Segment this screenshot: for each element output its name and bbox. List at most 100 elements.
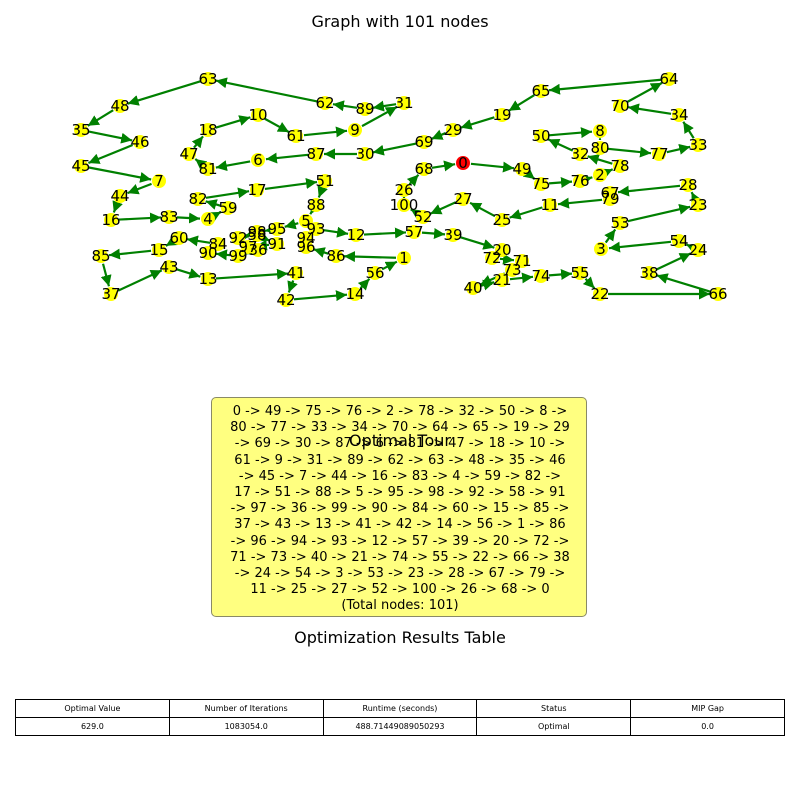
node-label: 41 xyxy=(286,264,305,282)
graph-node xyxy=(201,72,215,86)
tour-edge xyxy=(357,278,371,291)
graph-node xyxy=(318,96,332,110)
graph-node xyxy=(691,198,705,212)
graph-node xyxy=(613,216,627,230)
graph-node xyxy=(593,124,607,138)
graph-node xyxy=(74,123,88,137)
tour-edge xyxy=(313,247,329,258)
graph-node xyxy=(573,266,587,280)
node-label: 15 xyxy=(149,241,168,259)
node-label: 89 xyxy=(355,100,374,118)
node-label: 14 xyxy=(345,285,364,303)
graph-node xyxy=(515,162,529,176)
graph-node xyxy=(349,228,363,242)
node-label: 22 xyxy=(590,285,609,303)
graph-node xyxy=(672,234,686,248)
graph-node xyxy=(348,287,362,301)
node-label: 44 xyxy=(110,187,129,205)
tour-box xyxy=(211,397,587,617)
graph-node xyxy=(250,225,264,239)
edges-layer xyxy=(87,77,711,302)
node-label: 56 xyxy=(365,264,384,282)
graph-node xyxy=(299,214,313,228)
graph-node xyxy=(289,266,303,280)
tour-edge xyxy=(191,135,204,149)
node-label: 76 xyxy=(570,172,589,190)
tour-edge xyxy=(215,115,251,129)
node-label: 53 xyxy=(610,214,629,232)
graph-node xyxy=(368,266,382,280)
tour-edge xyxy=(264,117,290,134)
tour-edge xyxy=(332,100,358,112)
node-label: 69 xyxy=(414,133,433,151)
node-label: 5 xyxy=(301,212,311,230)
graph-node xyxy=(397,183,411,197)
node-label: 59 xyxy=(218,199,237,217)
graph-title: Graph with 101 nodes xyxy=(311,12,489,31)
tour-edge xyxy=(381,260,398,272)
graph-node xyxy=(358,102,372,116)
node-label: 86 xyxy=(326,247,345,265)
tour-edge xyxy=(176,268,201,279)
graph-node xyxy=(652,147,666,161)
tour-edge xyxy=(522,167,536,180)
node-label: 96 xyxy=(296,238,315,256)
tour-edge xyxy=(361,105,398,128)
node-label: 74 xyxy=(531,267,550,285)
node-label: 17 xyxy=(247,181,266,199)
tour-edge xyxy=(112,200,123,213)
node-label: 33 xyxy=(688,136,707,154)
graph-node xyxy=(358,147,372,161)
node-label: 51 xyxy=(315,172,334,190)
tour-line: 71 -> 73 -> 40 -> 21 -> 74 -> 55 -> 22 -… xyxy=(230,549,570,565)
graph-node xyxy=(613,99,627,113)
nodes-layer xyxy=(74,72,725,307)
graph-node xyxy=(672,108,686,122)
node-label: 98 xyxy=(247,223,266,241)
node-label: 9 xyxy=(350,121,360,139)
table-row: 629.0 1083054.0 488.71449089050293 Optim… xyxy=(15,717,785,736)
tour-line: -> 97 -> 36 -> 99 -> 90 -> 84 -> 60 -> 1… xyxy=(230,501,570,517)
graph-node xyxy=(515,254,529,268)
tour-edge xyxy=(165,235,179,247)
node-label: 45 xyxy=(71,157,90,175)
tour-edge xyxy=(87,143,134,165)
tour-edge xyxy=(257,231,271,242)
node-label: 16 xyxy=(101,211,120,229)
tour-edge xyxy=(470,161,515,173)
tour-edge xyxy=(117,269,163,292)
header-runtime: Runtime (seconds) xyxy=(322,699,478,718)
graph-node xyxy=(113,99,127,113)
node-label: 37 xyxy=(101,285,120,303)
tour-edge xyxy=(460,116,495,130)
node-label: 87 xyxy=(306,145,325,163)
tour-line: 11 -> 25 -> 27 -> 52 -> 100 -> 26 -> 68 … xyxy=(250,582,550,598)
graph-node xyxy=(397,96,411,110)
table-title: Optimization Results Table xyxy=(294,628,506,647)
cell-iterations: 1083054.0 xyxy=(168,717,324,736)
tour-edge xyxy=(685,243,699,255)
node-label: 95 xyxy=(267,220,286,238)
node-label: 23 xyxy=(688,196,707,214)
header-mip-gap: MIP Gap xyxy=(630,699,785,718)
tour-line: -> 96 -> 94 -> 93 -> 12 -> 57 -> 39 -> 2… xyxy=(230,533,570,549)
node-label: 65 xyxy=(531,82,550,100)
tour-edge xyxy=(580,175,593,186)
node-label: 66 xyxy=(708,285,727,303)
tour-edge xyxy=(508,94,535,112)
graph-node xyxy=(231,231,245,245)
node-label: 19 xyxy=(492,106,511,124)
tour-edge xyxy=(406,174,420,187)
node-label: 34 xyxy=(669,106,688,124)
tour-edge xyxy=(194,158,208,171)
graph-node xyxy=(662,72,676,86)
node-label: 91 xyxy=(267,235,286,253)
cell-mip-gap: 0.0 xyxy=(630,717,785,736)
graph-node xyxy=(416,210,430,224)
graph-node xyxy=(104,213,118,227)
node-label: 61 xyxy=(286,127,305,145)
tour-edge xyxy=(100,263,112,287)
tour-edge xyxy=(303,126,348,138)
node-label: 90 xyxy=(198,244,217,262)
